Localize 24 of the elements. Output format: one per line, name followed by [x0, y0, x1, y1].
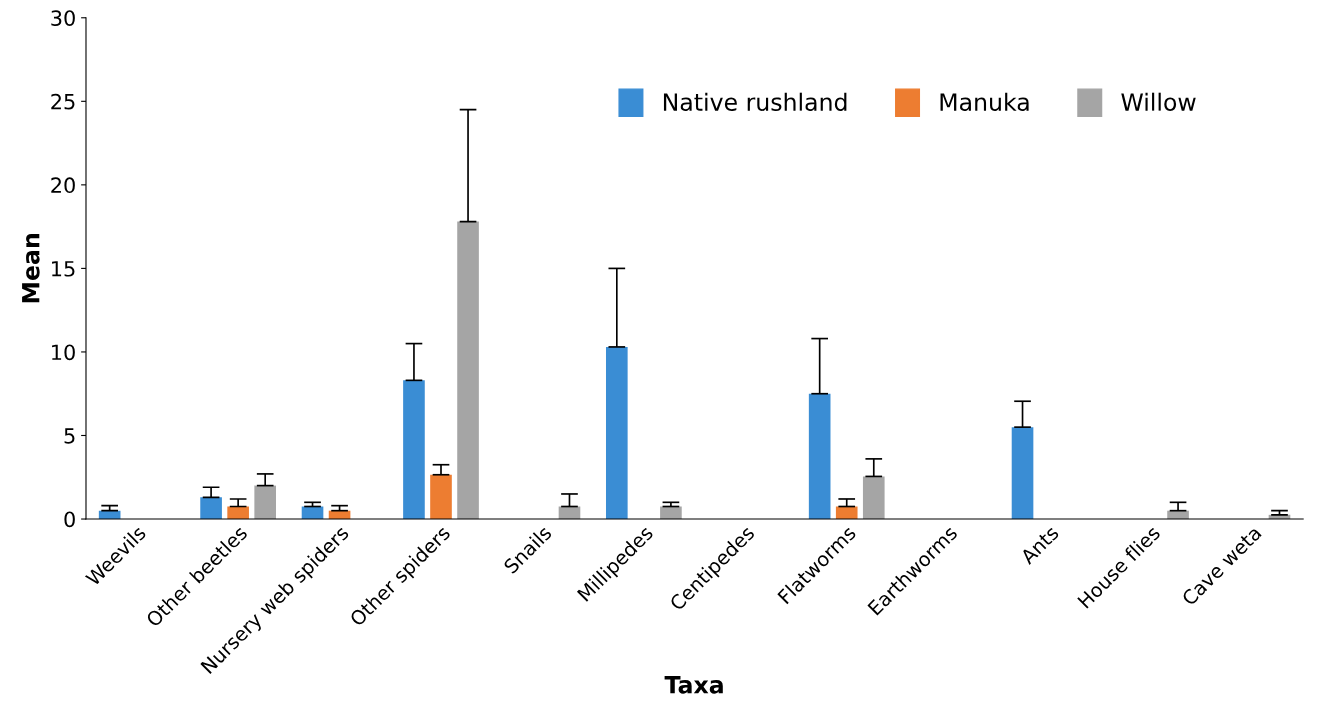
bar — [862, 476, 885, 520]
bar — [605, 346, 628, 520]
y-tick-label: 25 — [51, 93, 75, 110]
bar — [430, 474, 452, 520]
legend-label: Native rushland — [663, 92, 847, 111]
y-tick-label: 10 — [52, 344, 75, 361]
y-tick-label: 5 — [64, 428, 75, 444]
y-tick-label: 30 — [51, 10, 75, 26]
x-axis-title: Taxa — [664, 676, 723, 694]
bar — [808, 393, 831, 520]
bar — [1011, 427, 1034, 520]
bar — [200, 497, 222, 520]
y-tick-label: 15 — [52, 261, 75, 277]
legend-label: Willow — [1121, 92, 1196, 111]
y-tick-label: 20 — [51, 177, 75, 194]
y-axis-title: Mean — [22, 234, 40, 303]
bar — [457, 221, 479, 520]
bar — [403, 380, 425, 520]
legend-label: Manuka — [940, 92, 1029, 111]
y-tick-label: 0 — [64, 511, 75, 528]
bar — [254, 485, 277, 520]
bar — [227, 506, 249, 520]
bar — [660, 506, 682, 520]
bar — [835, 506, 858, 520]
